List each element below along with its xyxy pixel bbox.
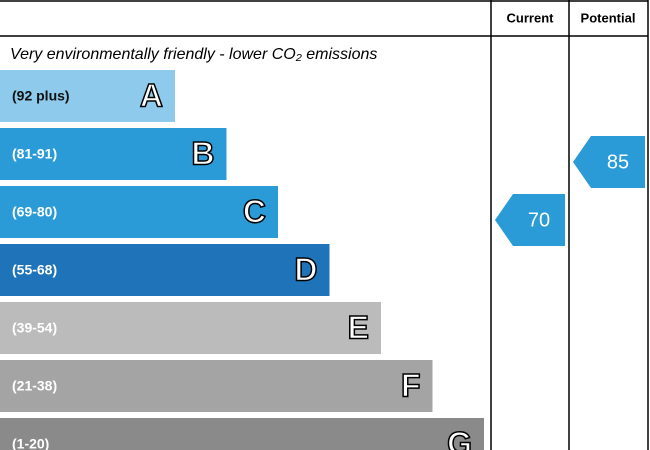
band-bar [0, 186, 278, 238]
band-bar [0, 418, 484, 450]
band-bar [0, 360, 433, 412]
potential-header: Potential [581, 10, 636, 25]
band-bar [0, 244, 330, 296]
current-value: 70 [528, 209, 550, 231]
band-range: (69-80) [12, 204, 57, 220]
band-bar [0, 128, 227, 180]
potential-arrow [573, 136, 645, 188]
band-letter: G [447, 425, 472, 450]
current-header: Current [507, 10, 555, 25]
band-range: (1-20) [12, 436, 49, 450]
band-range: (21-38) [12, 378, 57, 394]
current-arrow [495, 194, 565, 246]
band-range: (55-68) [12, 262, 57, 278]
band-range: (81-91) [12, 146, 57, 162]
band-letter: D [294, 251, 317, 287]
band-range: (92 plus) [12, 88, 70, 104]
band-bar [0, 302, 381, 354]
band-letter: F [401, 367, 421, 403]
subtitle: Very environmentally friendly - lower CO… [10, 46, 377, 63]
band-range: (39-54) [12, 320, 57, 336]
band-letter: A [140, 77, 163, 113]
band-bar [0, 70, 175, 122]
potential-value: 85 [607, 151, 629, 173]
band-letter: B [191, 135, 214, 171]
band-letter: C [243, 193, 266, 229]
band-letter: E [348, 309, 369, 345]
